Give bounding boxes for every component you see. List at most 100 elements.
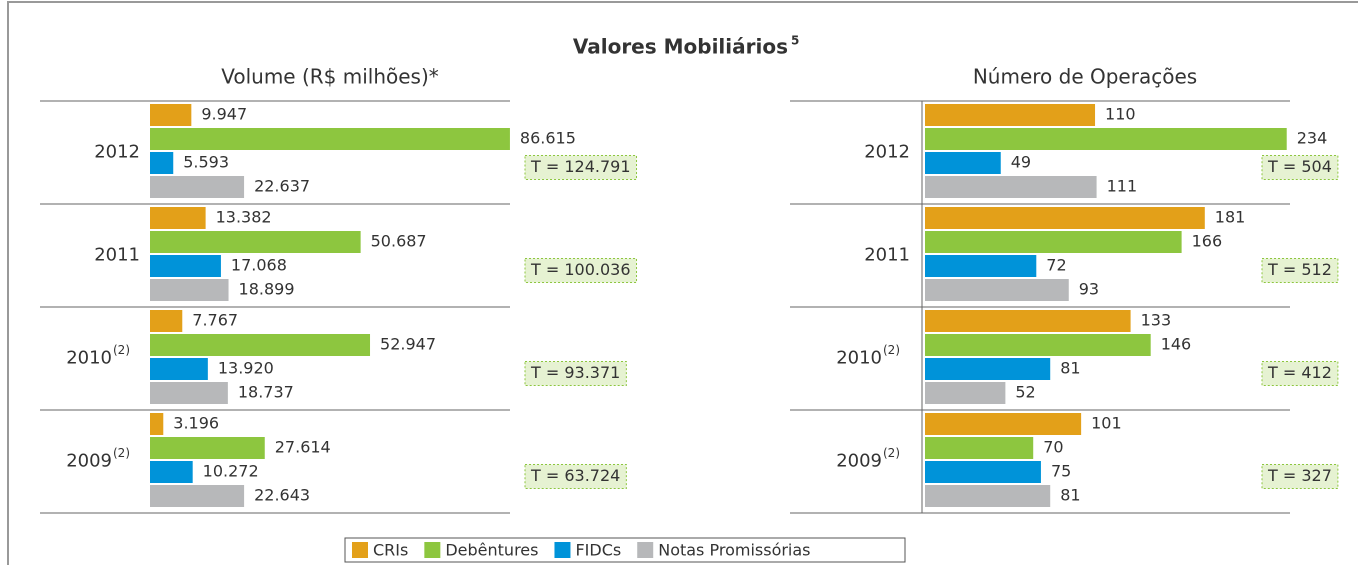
value-label: 13.920 [218,359,274,378]
bar [150,310,183,332]
bar [150,207,206,229]
total-label: T = 327 [1267,466,1332,485]
value-label: 52 [1015,383,1035,402]
value-label: 146 [1161,335,1192,354]
total-box [524,361,627,386]
category-label: 2009 [66,451,112,472]
value-label: 50.687 [371,232,427,251]
bar [925,231,1182,253]
value-label: 52.947 [380,335,436,354]
category-note: (2) [113,446,130,460]
value-label: 110 [1105,105,1136,124]
value-label: 49 [1011,153,1031,172]
category-label: 2011 [94,245,140,266]
value-label: 166 [1192,232,1223,251]
bar [925,104,1096,126]
bar [925,382,1006,404]
chart-title: Valores Mobiliários [573,35,788,59]
bar [925,310,1131,332]
value-label: 81 [1060,359,1080,378]
value-label: 22.637 [254,177,310,196]
category-label: 2009 [836,451,882,472]
total-box [524,155,638,180]
bar [925,334,1151,356]
total-label: T = 504 [1267,157,1332,176]
value-label: 93 [1079,280,1099,299]
value-label: 86.615 [520,129,576,148]
bar [150,413,164,435]
value-label: 7.767 [192,311,238,330]
bar [925,279,1069,301]
title-note: 5 [791,34,799,48]
total-box [524,464,627,489]
bar [150,437,265,459]
legend-label: Debêntures [445,541,538,560]
category-label: 2012 [94,142,140,163]
value-label: 181 [1215,208,1246,227]
legend-label: FIDCs [575,541,621,560]
value-label: 17.068 [231,256,287,275]
total-box [1261,258,1339,283]
bar [925,128,1287,150]
bar [925,437,1034,459]
panel-subtitle: Número de Operações [973,65,1197,89]
value-label: 133 [1141,311,1172,330]
category-label: 2010 [836,348,882,369]
legend-swatch [352,542,368,558]
value-label: 18.899 [239,280,295,299]
bar [150,176,245,198]
legend-swatch [637,542,654,558]
total-label: T = 512 [1267,260,1332,279]
bar [925,413,1082,435]
value-label: 81 [1060,486,1080,505]
bar [925,358,1051,380]
bar [925,485,1051,507]
bar [150,382,228,404]
total-box [524,258,638,283]
value-label: 72 [1046,256,1066,275]
value-label: 10.272 [203,462,259,481]
bar [925,255,1037,277]
bar [150,485,245,507]
value-label: 9.947 [201,105,247,124]
bar [925,461,1041,483]
total-box [1261,464,1339,489]
category-note: (2) [113,343,130,357]
total-box [1261,361,1339,386]
bar [925,176,1097,198]
category-note: (2) [883,343,900,357]
value-label: 13.382 [216,208,272,227]
total-label: T = 63.724 [530,466,620,485]
bar [150,255,221,277]
bar [150,152,174,174]
total-label: T = 412 [1267,363,1332,382]
category-note: (2) [883,446,900,460]
value-label: 234 [1297,129,1328,148]
value-label: 70 [1043,438,1063,457]
value-label: 5.593 [183,153,229,172]
category-label: 2011 [864,245,910,266]
total-label: T = 124.791 [530,157,631,176]
frame [7,1,1358,565]
bar [150,334,371,356]
legend-label: CRIs [373,541,408,560]
category-label: 2010 [66,348,112,369]
bar [150,461,193,483]
legend-swatch [554,542,571,558]
bar [925,152,1001,174]
value-label: 75 [1051,462,1071,481]
bar [150,104,192,126]
category-label: 2012 [864,142,910,163]
value-label: 3.196 [173,414,219,433]
total-label: T = 93.371 [530,363,620,382]
value-label: 27.614 [275,438,331,457]
legend-label: Notas Promissórias [658,541,810,560]
value-label: 101 [1091,414,1122,433]
value-label: 22.643 [254,486,310,505]
bar [150,128,510,150]
total-box [1261,155,1339,180]
value-label: 111 [1107,177,1138,196]
bar [150,231,361,253]
bar [150,279,229,301]
